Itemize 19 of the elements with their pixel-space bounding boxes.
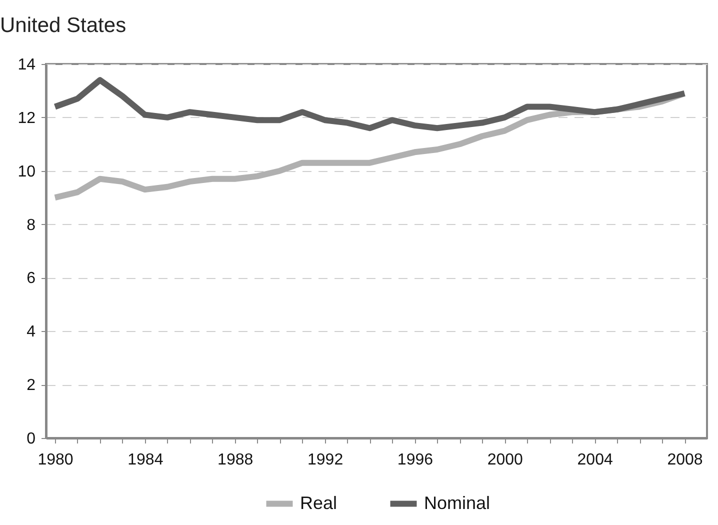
chart-title: United States — [0, 14, 126, 37]
y-tick-label: 6 — [26, 270, 36, 288]
x-tick-label: 1996 — [397, 452, 434, 468]
x-tick-label: 2004 — [577, 452, 613, 468]
legend-label: Nominal — [424, 492, 490, 513]
y-tick-label: 10 — [18, 163, 36, 180]
x-tick-label: 1984 — [128, 452, 164, 468]
y-tick-label: 8 — [26, 216, 36, 234]
y-tick-label: 14 — [18, 56, 36, 74]
x-tick-label: 1992 — [307, 452, 344, 468]
x-tick-label: 1980 — [38, 452, 74, 468]
legend-label: Real — [300, 492, 338, 513]
x-tick-label: 2000 — [487, 452, 524, 468]
y-tick-label: 4 — [26, 324, 36, 341]
y-tick-label: 12 — [18, 110, 36, 127]
x-tick-label: 2008 — [667, 452, 703, 468]
y-tick-label: 2 — [26, 377, 36, 394]
x-tick-label: 1988 — [218, 452, 254, 468]
y-tick-label: 0 — [26, 430, 36, 448]
